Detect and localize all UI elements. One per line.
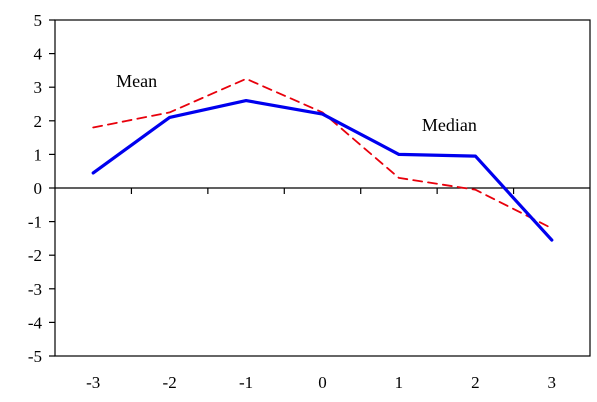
y-tick-label: -1 <box>28 213 42 232</box>
y-tick-label: -2 <box>28 246 42 265</box>
x-axis-tick-labels: -3 -2 -1 0 1 2 3 <box>86 373 556 392</box>
y-tick-label: 4 <box>34 45 43 64</box>
y-tick-label: 2 <box>34 112 43 131</box>
x-tick-label: 1 <box>395 373 404 392</box>
annotation-layer: Mean Median <box>116 71 477 135</box>
x-tick-label: 2 <box>471 373 480 392</box>
x-axis-ticks <box>130 188 515 194</box>
y-tick-label: 3 <box>34 78 43 97</box>
series-line-median <box>91 98 554 242</box>
x-tick-label: -3 <box>86 373 100 392</box>
y-tick-label: 5 <box>34 11 43 30</box>
series-layer <box>91 77 554 242</box>
y-tick-label: -3 <box>28 280 42 299</box>
y-tick-label: 1 <box>34 145 43 164</box>
x-tick-label: -2 <box>163 373 177 392</box>
x-tick-label: 3 <box>548 373 557 392</box>
x-tick-label: -1 <box>239 373 253 392</box>
y-tick-label: -4 <box>28 313 43 332</box>
annotation-mean: Mean <box>116 71 157 91</box>
annotation-median: Median <box>422 115 477 135</box>
y-axis-ticks <box>49 19 55 357</box>
y-tick-label: 0 <box>34 179 43 198</box>
y-axis-tick-labels: 5 4 3 2 1 0 -1 -2 -3 -4 -5 <box>28 11 43 366</box>
x-tick-label: 0 <box>318 373 327 392</box>
series-line-mean <box>92 77 553 230</box>
y-tick-label: -5 <box>28 347 42 366</box>
